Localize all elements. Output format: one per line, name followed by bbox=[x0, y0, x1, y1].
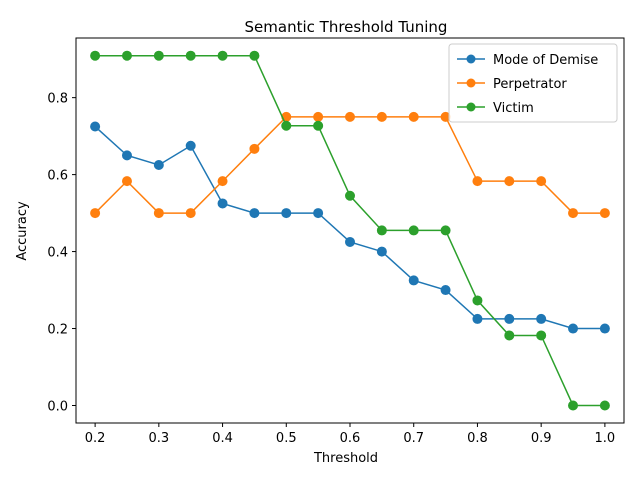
data-point-perpetrator bbox=[249, 143, 260, 154]
data-point-perpetrator bbox=[408, 111, 419, 122]
data-point-mode-of-demise bbox=[376, 246, 387, 257]
axis-ticks: 0.2 0.3 0.4 0.5 0.6 0.7 0.8 0.9 1.0 0.0 0.2 0.4 0.6 0… bbox=[47, 92, 615, 446]
data-point-mode-of-demise bbox=[599, 323, 610, 334]
chart-title: Semantic Threshold Tuning bbox=[245, 18, 448, 36]
legend-label-victim: Victim bbox=[493, 101, 534, 116]
data-point-victim bbox=[121, 50, 132, 61]
data-point-mode-of-demise bbox=[504, 313, 515, 324]
y-axis-label: Accuracy bbox=[15, 201, 30, 261]
series-perpetrator bbox=[90, 111, 610, 219]
data-point-perpetrator bbox=[599, 208, 610, 219]
data-point-victim bbox=[568, 400, 579, 411]
data-point-mode-of-demise bbox=[345, 236, 355, 247]
data-point-victim bbox=[472, 295, 483, 306]
data-point-victim bbox=[536, 330, 547, 341]
data-point-mode-of-demise bbox=[440, 285, 451, 296]
x-tick-label: 0.5 bbox=[276, 431, 297, 446]
y-tick-label: 0.6 bbox=[47, 169, 68, 184]
x-tick-label: 0.6 bbox=[340, 431, 361, 446]
data-point-perpetrator bbox=[185, 208, 196, 219]
data-point-mode-of-demise bbox=[408, 275, 419, 286]
data-point-mode-of-demise bbox=[121, 150, 132, 161]
data-point-perpetrator bbox=[217, 176, 228, 187]
data-point-victim bbox=[281, 120, 292, 131]
legend-label-mode-of-demise: Mode of Demise bbox=[493, 53, 598, 68]
series-victim bbox=[90, 50, 610, 411]
y-tick-label: 0.2 bbox=[47, 323, 68, 338]
x-tick-label: 1.0 bbox=[595, 431, 616, 446]
data-point-victim bbox=[345, 190, 355, 201]
x-tick-label: 0.7 bbox=[403, 431, 424, 446]
legend-box bbox=[448, 43, 618, 123]
data-point-mode-of-demise bbox=[249, 208, 260, 219]
data-point-mode-of-demise bbox=[313, 208, 324, 219]
data-point-victim bbox=[408, 225, 419, 236]
legend-marker-perpetrator bbox=[466, 78, 476, 88]
data-point-victim bbox=[313, 120, 324, 131]
series-line-mode-of-demise bbox=[94, 125, 605, 330]
data-point-mode-of-demise bbox=[568, 323, 579, 334]
y-tick-label: 0.8 bbox=[47, 92, 68, 107]
legend-marker-victim bbox=[466, 102, 476, 112]
data-point-perpetrator bbox=[121, 176, 132, 187]
data-point-victim bbox=[440, 225, 451, 236]
data-point-victim bbox=[599, 400, 610, 411]
data-point-victim bbox=[90, 50, 101, 61]
x-tick-label: 0.2 bbox=[85, 431, 106, 446]
y-tick-label: 0.4 bbox=[47, 246, 68, 261]
x-axis-label: Threshold bbox=[313, 451, 378, 466]
data-point-perpetrator bbox=[472, 176, 483, 187]
data-point-victim bbox=[249, 50, 260, 61]
data-point-perpetrator bbox=[376, 111, 387, 122]
series-lines bbox=[90, 50, 610, 411]
legend-label-perpetrator: Perpetrator bbox=[493, 77, 567, 92]
series-mode-of-demise bbox=[90, 121, 610, 334]
data-point-mode-of-demise bbox=[536, 313, 547, 324]
data-point-victim bbox=[153, 50, 164, 61]
data-point-mode-of-demise bbox=[153, 159, 164, 170]
data-point-victim bbox=[376, 225, 387, 236]
data-point-perpetrator bbox=[536, 176, 547, 187]
data-point-victim bbox=[504, 330, 515, 341]
data-point-victim bbox=[217, 50, 228, 61]
data-point-mode-of-demise bbox=[90, 121, 101, 132]
data-point-perpetrator bbox=[504, 176, 515, 187]
x-tick-label: 0.4 bbox=[212, 431, 233, 446]
data-point-mode-of-demise bbox=[281, 208, 292, 219]
plot-frame bbox=[75, 37, 625, 424]
x-tick-label: 0.9 bbox=[531, 431, 552, 446]
legend-marker-mode-of-demise bbox=[466, 54, 476, 64]
data-point-perpetrator bbox=[568, 208, 579, 219]
data-point-mode-of-demise bbox=[472, 313, 483, 324]
data-point-mode-of-demise bbox=[217, 198, 228, 209]
data-point-perpetrator bbox=[153, 208, 164, 219]
data-point-perpetrator bbox=[345, 111, 355, 122]
data-point-perpetrator bbox=[90, 208, 101, 219]
data-point-victim bbox=[185, 50, 196, 61]
x-tick-label: 0.3 bbox=[148, 431, 169, 446]
data-point-mode-of-demise bbox=[185, 140, 196, 151]
x-tick-label: 0.8 bbox=[467, 431, 488, 446]
legend: Mode of Demise Perpetrator Victim bbox=[448, 43, 618, 123]
data-point-perpetrator bbox=[313, 111, 324, 122]
y-tick-label: 0.0 bbox=[47, 399, 68, 414]
